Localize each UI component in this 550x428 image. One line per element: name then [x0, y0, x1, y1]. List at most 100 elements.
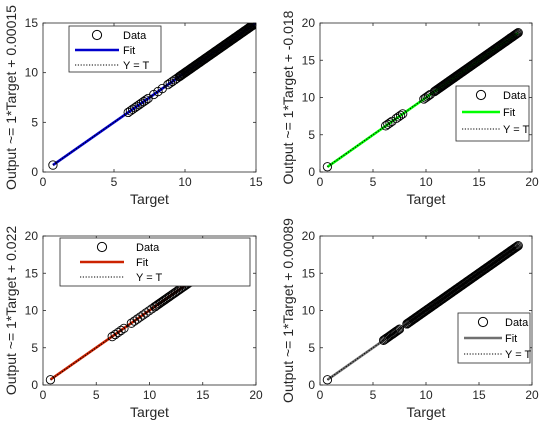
data-point: [422, 92, 432, 102]
y-axis-label: Output ~= 1*Target + 0.00015: [3, 5, 19, 190]
y-tick-label: 0: [31, 165, 38, 179]
y-tick-label: 5: [308, 341, 315, 355]
x-tick-label: 10: [419, 388, 433, 402]
legend-label-identity: Y = T: [503, 124, 529, 136]
data-point: [393, 325, 403, 335]
x-tick-label: 0: [40, 388, 47, 402]
data-point: [392, 326, 402, 336]
identity-line: [327, 32, 519, 168]
x-tick-label: 15: [472, 388, 486, 402]
legend-label-data: Data: [503, 90, 527, 102]
plot-content: [322, 28, 523, 172]
data-point: [395, 110, 406, 121]
y-tick-label: 10: [302, 91, 316, 105]
x-tick-label: 5: [111, 175, 118, 189]
legend: Data Fit Y = T: [59, 237, 251, 287]
legend-data-marker: [477, 316, 489, 328]
data-point: [510, 243, 520, 253]
x-tick-label: 10: [178, 175, 192, 189]
data-point: [394, 324, 405, 334]
legend-label-identity: Y = T: [123, 60, 149, 72]
legend-data-marker: [96, 241, 108, 253]
data-point: [248, 23, 256, 30]
legend: Data Fit Y = T: [457, 312, 531, 364]
y-tick-label: 5: [31, 115, 38, 129]
y-tick-label: 5: [308, 128, 315, 142]
legend-label-data: Data: [505, 317, 529, 329]
x-tick-label: 20: [525, 175, 539, 189]
x-axis-label: Target: [130, 191, 169, 207]
data-point: [420, 93, 431, 103]
y-tick-label: 15: [25, 16, 39, 30]
x-tick-label: 20: [525, 388, 539, 402]
x-tick-label: 0: [40, 175, 47, 189]
x-tick-label: 20: [249, 388, 263, 402]
legend-label-data: Data: [136, 242, 160, 254]
y-tick-label: 10: [302, 304, 316, 318]
data-point: [247, 23, 256, 31]
data-point: [250, 23, 256, 29]
panel-top-left: 0 5 10 15 0 5 10 15 Target Output ~= 1*Target + 0…: [3, 5, 263, 207]
x-tick-label: 5: [370, 175, 377, 189]
identity-line: [52, 23, 256, 166]
y-tick-label: 20: [302, 16, 316, 30]
x-tick-label: 15: [249, 175, 263, 189]
data-point: [246, 23, 256, 32]
data-point: [419, 94, 429, 104]
data-point: [141, 95, 151, 105]
data-point: [48, 160, 58, 170]
x-tick-label: 0: [317, 175, 324, 189]
plot-content: [322, 241, 523, 385]
data-point: [513, 28, 523, 38]
x-tick-label: 15: [472, 175, 486, 189]
y-tick-label: 10: [25, 66, 39, 80]
data-point: [385, 118, 395, 128]
y-tick-label: 10: [25, 304, 39, 318]
data-point: [167, 76, 178, 87]
identity-line: [327, 245, 519, 381]
data-point: [322, 162, 333, 172]
legend-label-fit: Fit: [136, 257, 148, 269]
data-point: [247, 23, 256, 31]
legend-label-identity: Y = T: [505, 349, 531, 361]
legend-label-data: Data: [123, 30, 147, 42]
legend: Data Fit Y = T: [455, 85, 530, 142]
legend-label-fit: Fit: [123, 45, 135, 57]
x-axis-label: Target: [130, 404, 169, 420]
data-point: [163, 79, 173, 90]
data-point: [116, 325, 126, 336]
y-tick-label: 15: [302, 266, 316, 280]
data-point: [165, 78, 175, 88]
y-axis-label: Output ~= 1*Target + 0.022: [3, 226, 19, 396]
data-point: [398, 109, 408, 119]
panel-top-right: 0 5 10 15 20 0 5 10 15 20 Target Output ~= 1*Target…: [280, 10, 539, 207]
legend-label-identity: Y = T: [136, 272, 162, 284]
y-tick-label: 20: [302, 229, 316, 243]
data-point: [249, 23, 256, 29]
y-tick-label: 20: [25, 229, 39, 243]
data-point: [119, 323, 129, 334]
data-point: [511, 29, 521, 39]
y-tick-label: 15: [25, 266, 39, 280]
x-axis-label: Target: [407, 404, 446, 420]
x-axis-label: Target: [407, 191, 446, 207]
y-tick-label: 15: [302, 53, 316, 67]
x-tick-label: 0: [317, 388, 324, 402]
legend-label-fit: Fit: [503, 107, 515, 119]
x-tick-label: 15: [196, 388, 210, 402]
data-point: [513, 241, 523, 251]
y-tick-label: 0: [308, 165, 315, 179]
y-tick-label: 5: [31, 341, 38, 355]
plot-content: [48, 23, 256, 170]
data-point: [512, 28, 522, 38]
x-tick-label: 10: [143, 388, 157, 402]
y-axis-label: Output ~= 1*Target + 0.00089: [280, 218, 296, 403]
legend-data-marker: [91, 29, 103, 41]
legend-data-marker: [475, 89, 487, 101]
y-axis-label: Output ~= 1*Target + -0.018: [280, 10, 296, 184]
data-point: [45, 375, 56, 385]
panel-bottom-right: 0 5 10 15 20 0 5 10 15 20 Target Output ~= 1*Target…: [280, 218, 539, 420]
x-tick-label: 5: [93, 388, 100, 402]
legend-box: [455, 85, 530, 142]
